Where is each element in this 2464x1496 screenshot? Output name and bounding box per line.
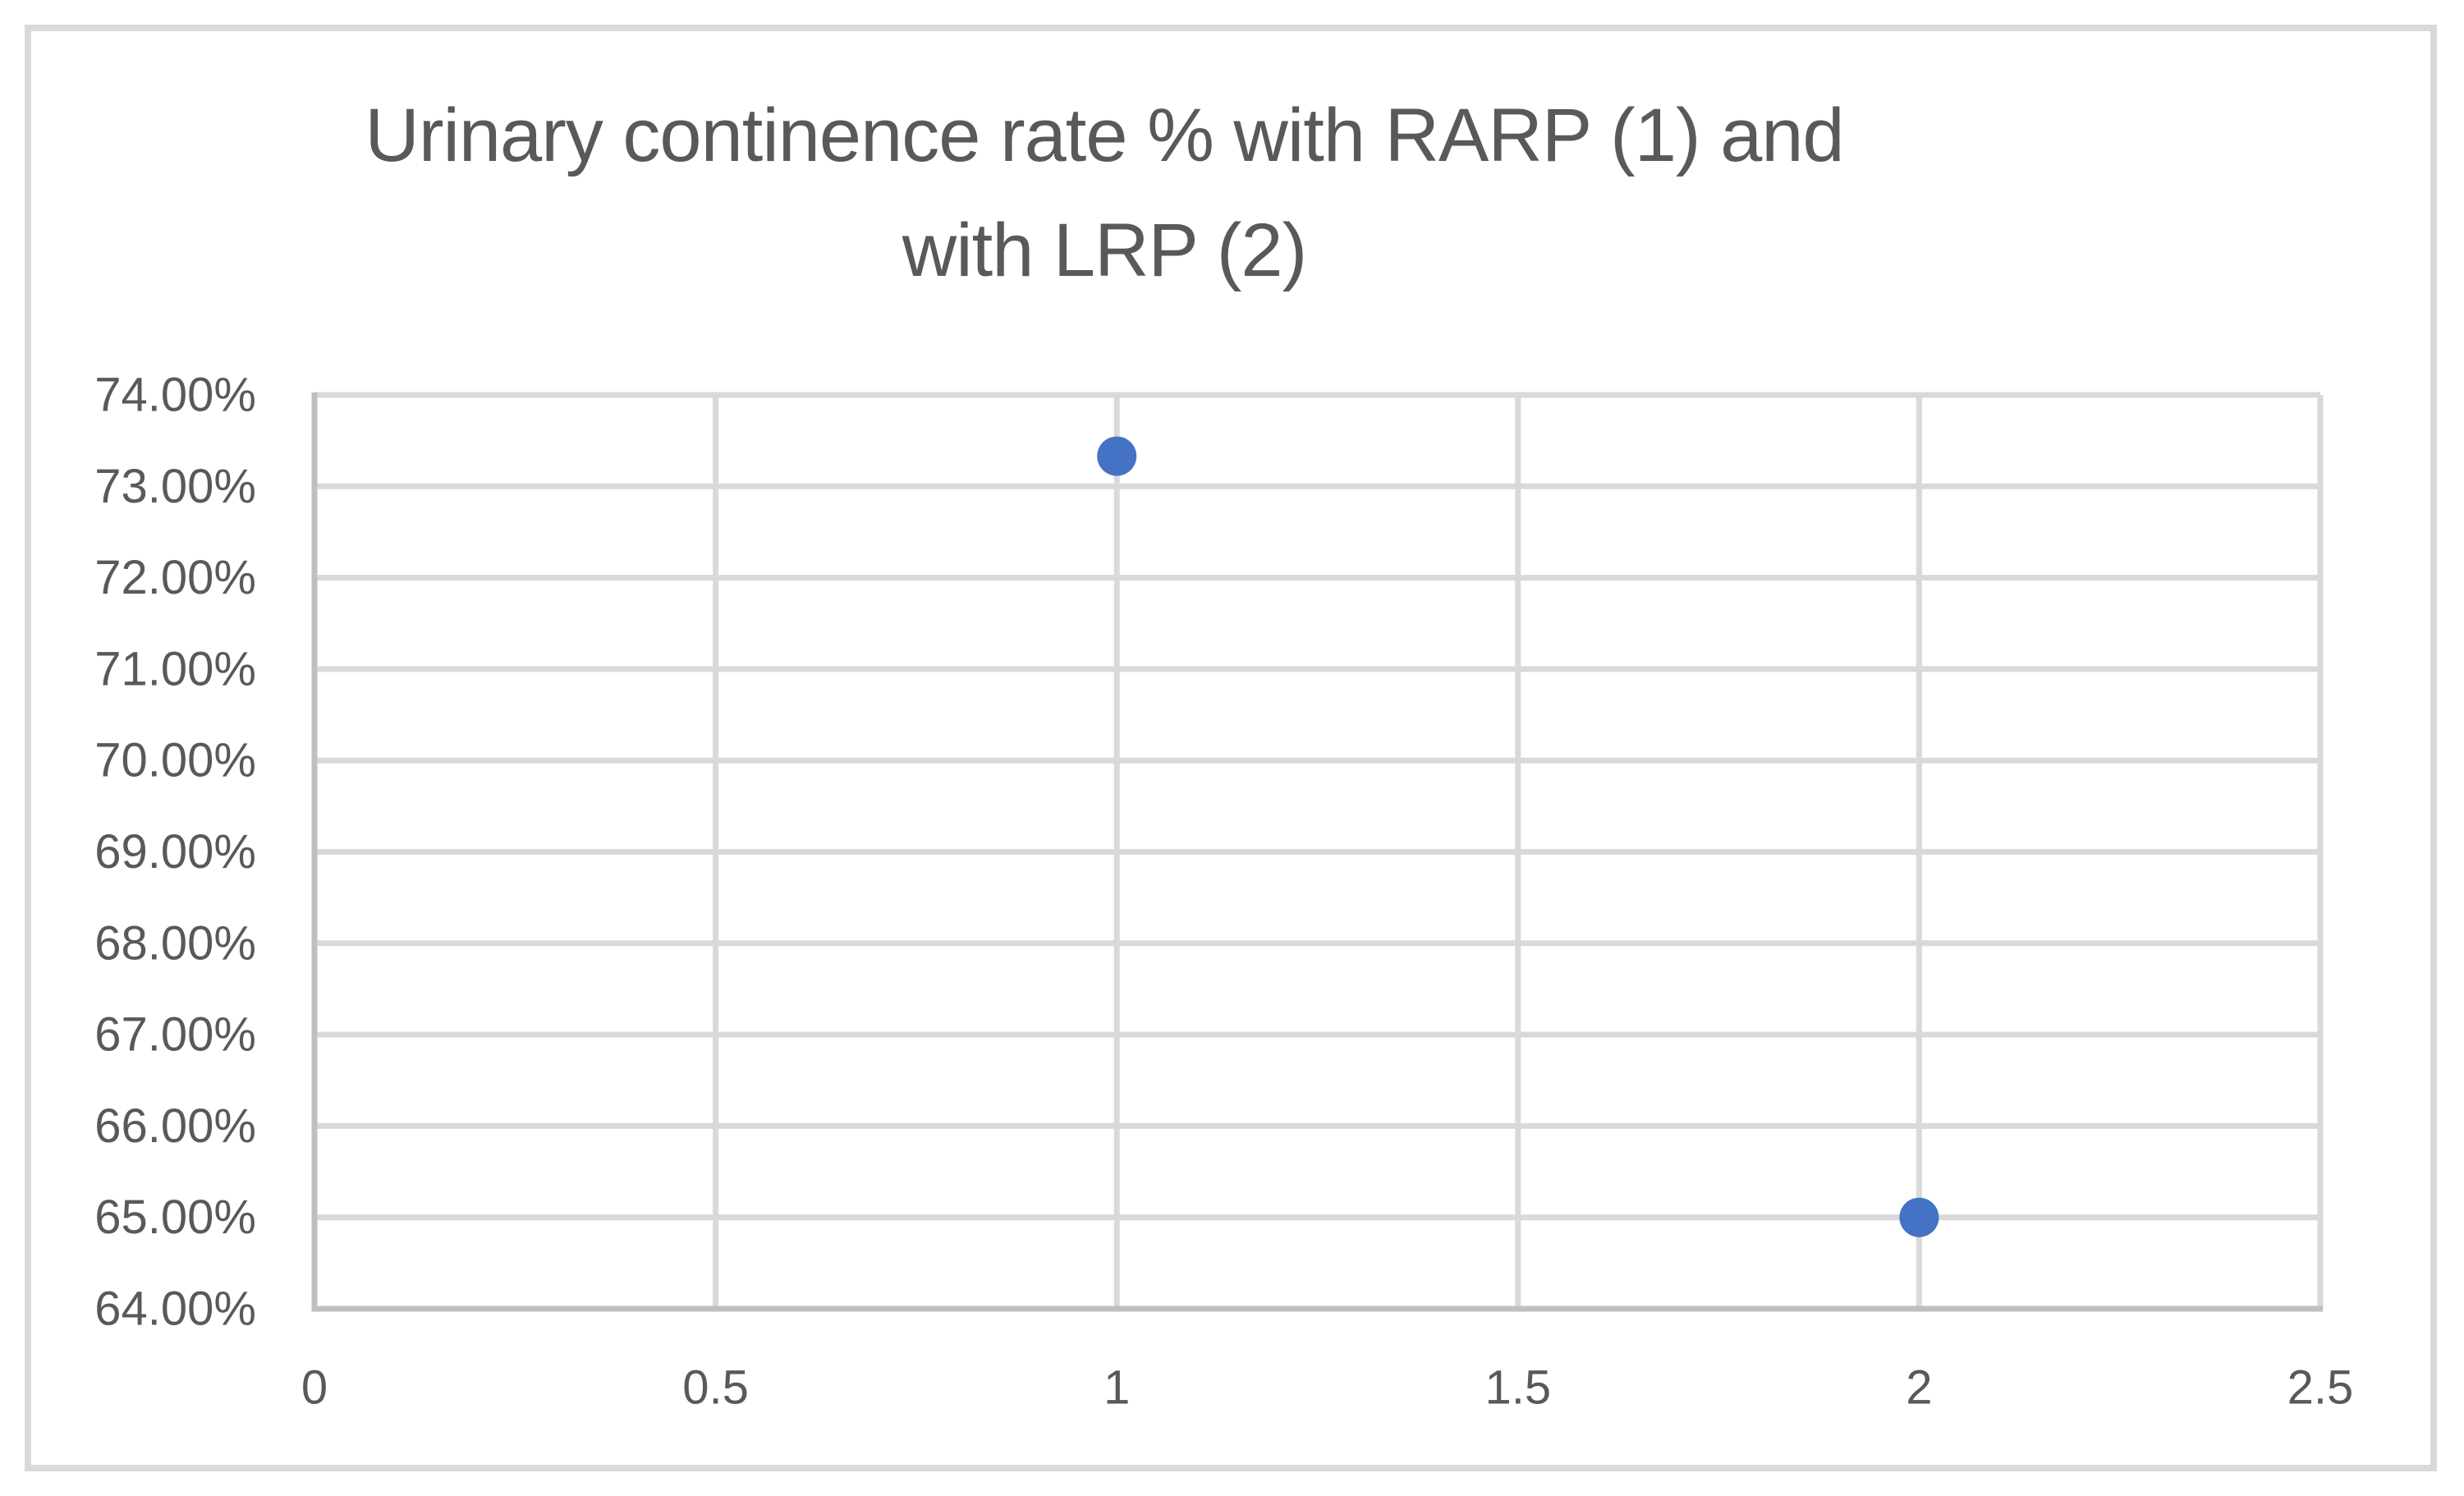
x-tick-label: 1	[1104, 1361, 1130, 1415]
chart-border	[25, 25, 2437, 1471]
y-tick-label: 65.00%	[94, 1191, 256, 1244]
x-tick-label: 0.5	[682, 1361, 749, 1415]
data-point	[1097, 436, 1137, 476]
y-tick-label: 73.00%	[94, 460, 256, 513]
y-tick-label: 70.00%	[94, 734, 256, 787]
y-tick-label: 69.00%	[94, 825, 256, 879]
y-tick-label: 72.00%	[94, 551, 256, 604]
chart-title-line-1: Urinary continence rate % with RARP (1) …	[365, 94, 1844, 177]
x-tick-label: 2.5	[2287, 1361, 2354, 1415]
y-tick-label: 64.00%	[94, 1283, 256, 1336]
y-tick-label: 74.00%	[94, 369, 256, 422]
x-tick-label: 2	[1906, 1361, 1932, 1415]
y-tick-label: 71.00%	[94, 642, 256, 695]
chart-title: Urinary continence rate % with RARP (1) …	[0, 78, 2209, 308]
data-point	[1899, 1197, 1939, 1237]
x-tick-label: 0	[301, 1361, 328, 1415]
x-tick-label: 1.5	[1484, 1361, 1551, 1415]
chart-title-line-2: with LRP (2)	[902, 209, 1307, 292]
y-tick-label: 66.00%	[94, 1099, 256, 1153]
y-tick-label: 68.00%	[94, 916, 256, 970]
y-tick-label: 67.00%	[94, 1008, 256, 1062]
